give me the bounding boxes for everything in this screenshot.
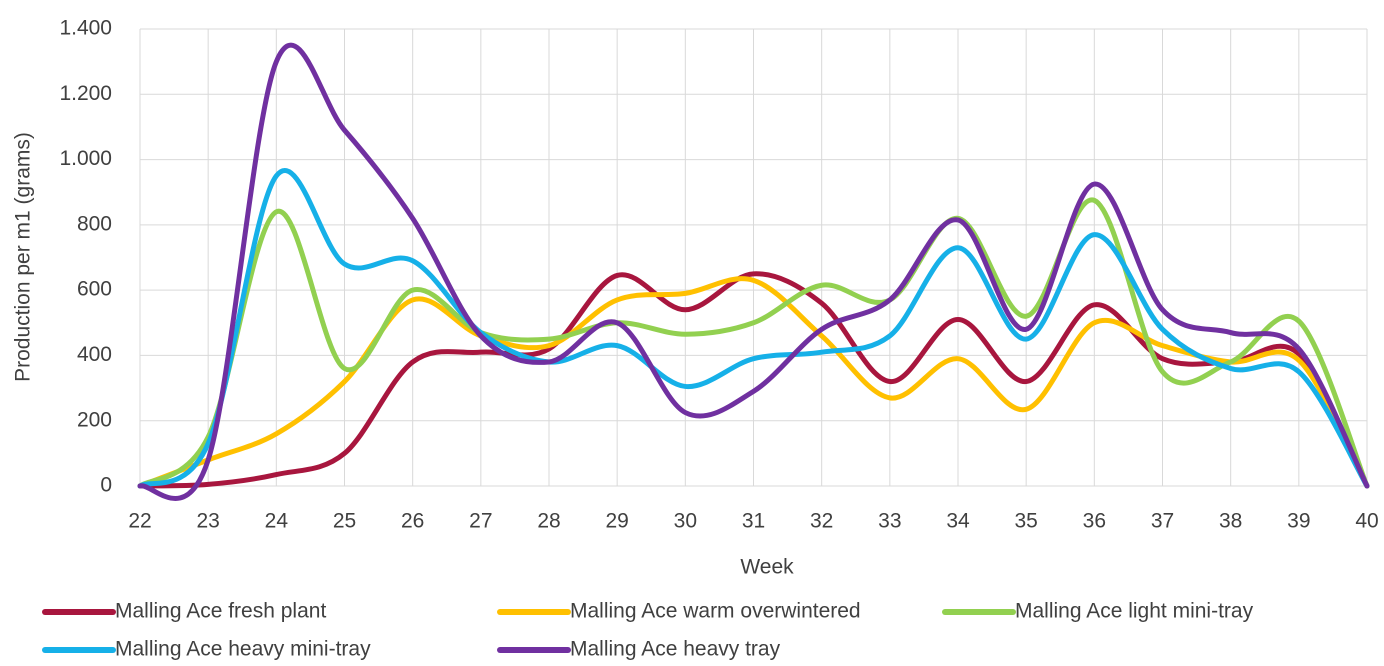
x-tick-label: 39	[1287, 510, 1310, 533]
series-line	[137, 197, 1370, 489]
x-tick-label: 31	[742, 510, 765, 533]
y-tick-label: 1.000	[59, 147, 112, 170]
y-tick-label: 0	[100, 474, 112, 497]
series-line	[137, 42, 1370, 501]
x-tick-label: 32	[810, 510, 833, 533]
y-tick-label: 800	[77, 212, 112, 235]
y-tick-label: 1.200	[59, 82, 112, 105]
x-tick-label: 22	[128, 510, 151, 533]
x-tick-label: 38	[1219, 510, 1242, 533]
y-tick-label: 200	[77, 408, 112, 431]
legend-label: Malling Ace heavy mini-tray	[115, 638, 371, 661]
x-tick-label: 24	[265, 510, 289, 533]
x-axis-title: Week	[740, 556, 794, 579]
legend-label: Malling Ace warm overwintered	[570, 600, 861, 623]
y-tick-label: 600	[77, 278, 112, 301]
legend-label: Malling Ace fresh plant	[115, 600, 326, 623]
x-tick-label: 27	[469, 510, 492, 533]
x-tick-label: 34	[946, 510, 970, 533]
x-tick-label: 23	[196, 510, 219, 533]
x-tick-label: 33	[878, 510, 901, 533]
series-line	[137, 168, 1370, 489]
x-tick-label: 25	[333, 510, 356, 533]
x-tick-label: 30	[674, 510, 697, 533]
y-tick-label: 400	[77, 343, 112, 366]
x-tick-label: 40	[1355, 510, 1378, 533]
x-tick-label: 35	[1014, 510, 1037, 533]
x-tick-label: 29	[605, 510, 628, 533]
legend-label: Malling Ace heavy tray	[570, 638, 781, 661]
legend-label: Malling Ace light mini-tray	[1015, 600, 1254, 623]
series-line	[137, 276, 1370, 489]
series-line	[137, 271, 1370, 489]
x-tick-label: 26	[401, 510, 424, 533]
x-tick-label: 36	[1083, 510, 1106, 533]
y-tick-label: 1.400	[59, 17, 112, 40]
x-tick-label: 28	[537, 510, 560, 533]
y-axis-title: Production per m1 (grams)	[12, 132, 35, 382]
x-tick-label: 37	[1151, 510, 1174, 533]
